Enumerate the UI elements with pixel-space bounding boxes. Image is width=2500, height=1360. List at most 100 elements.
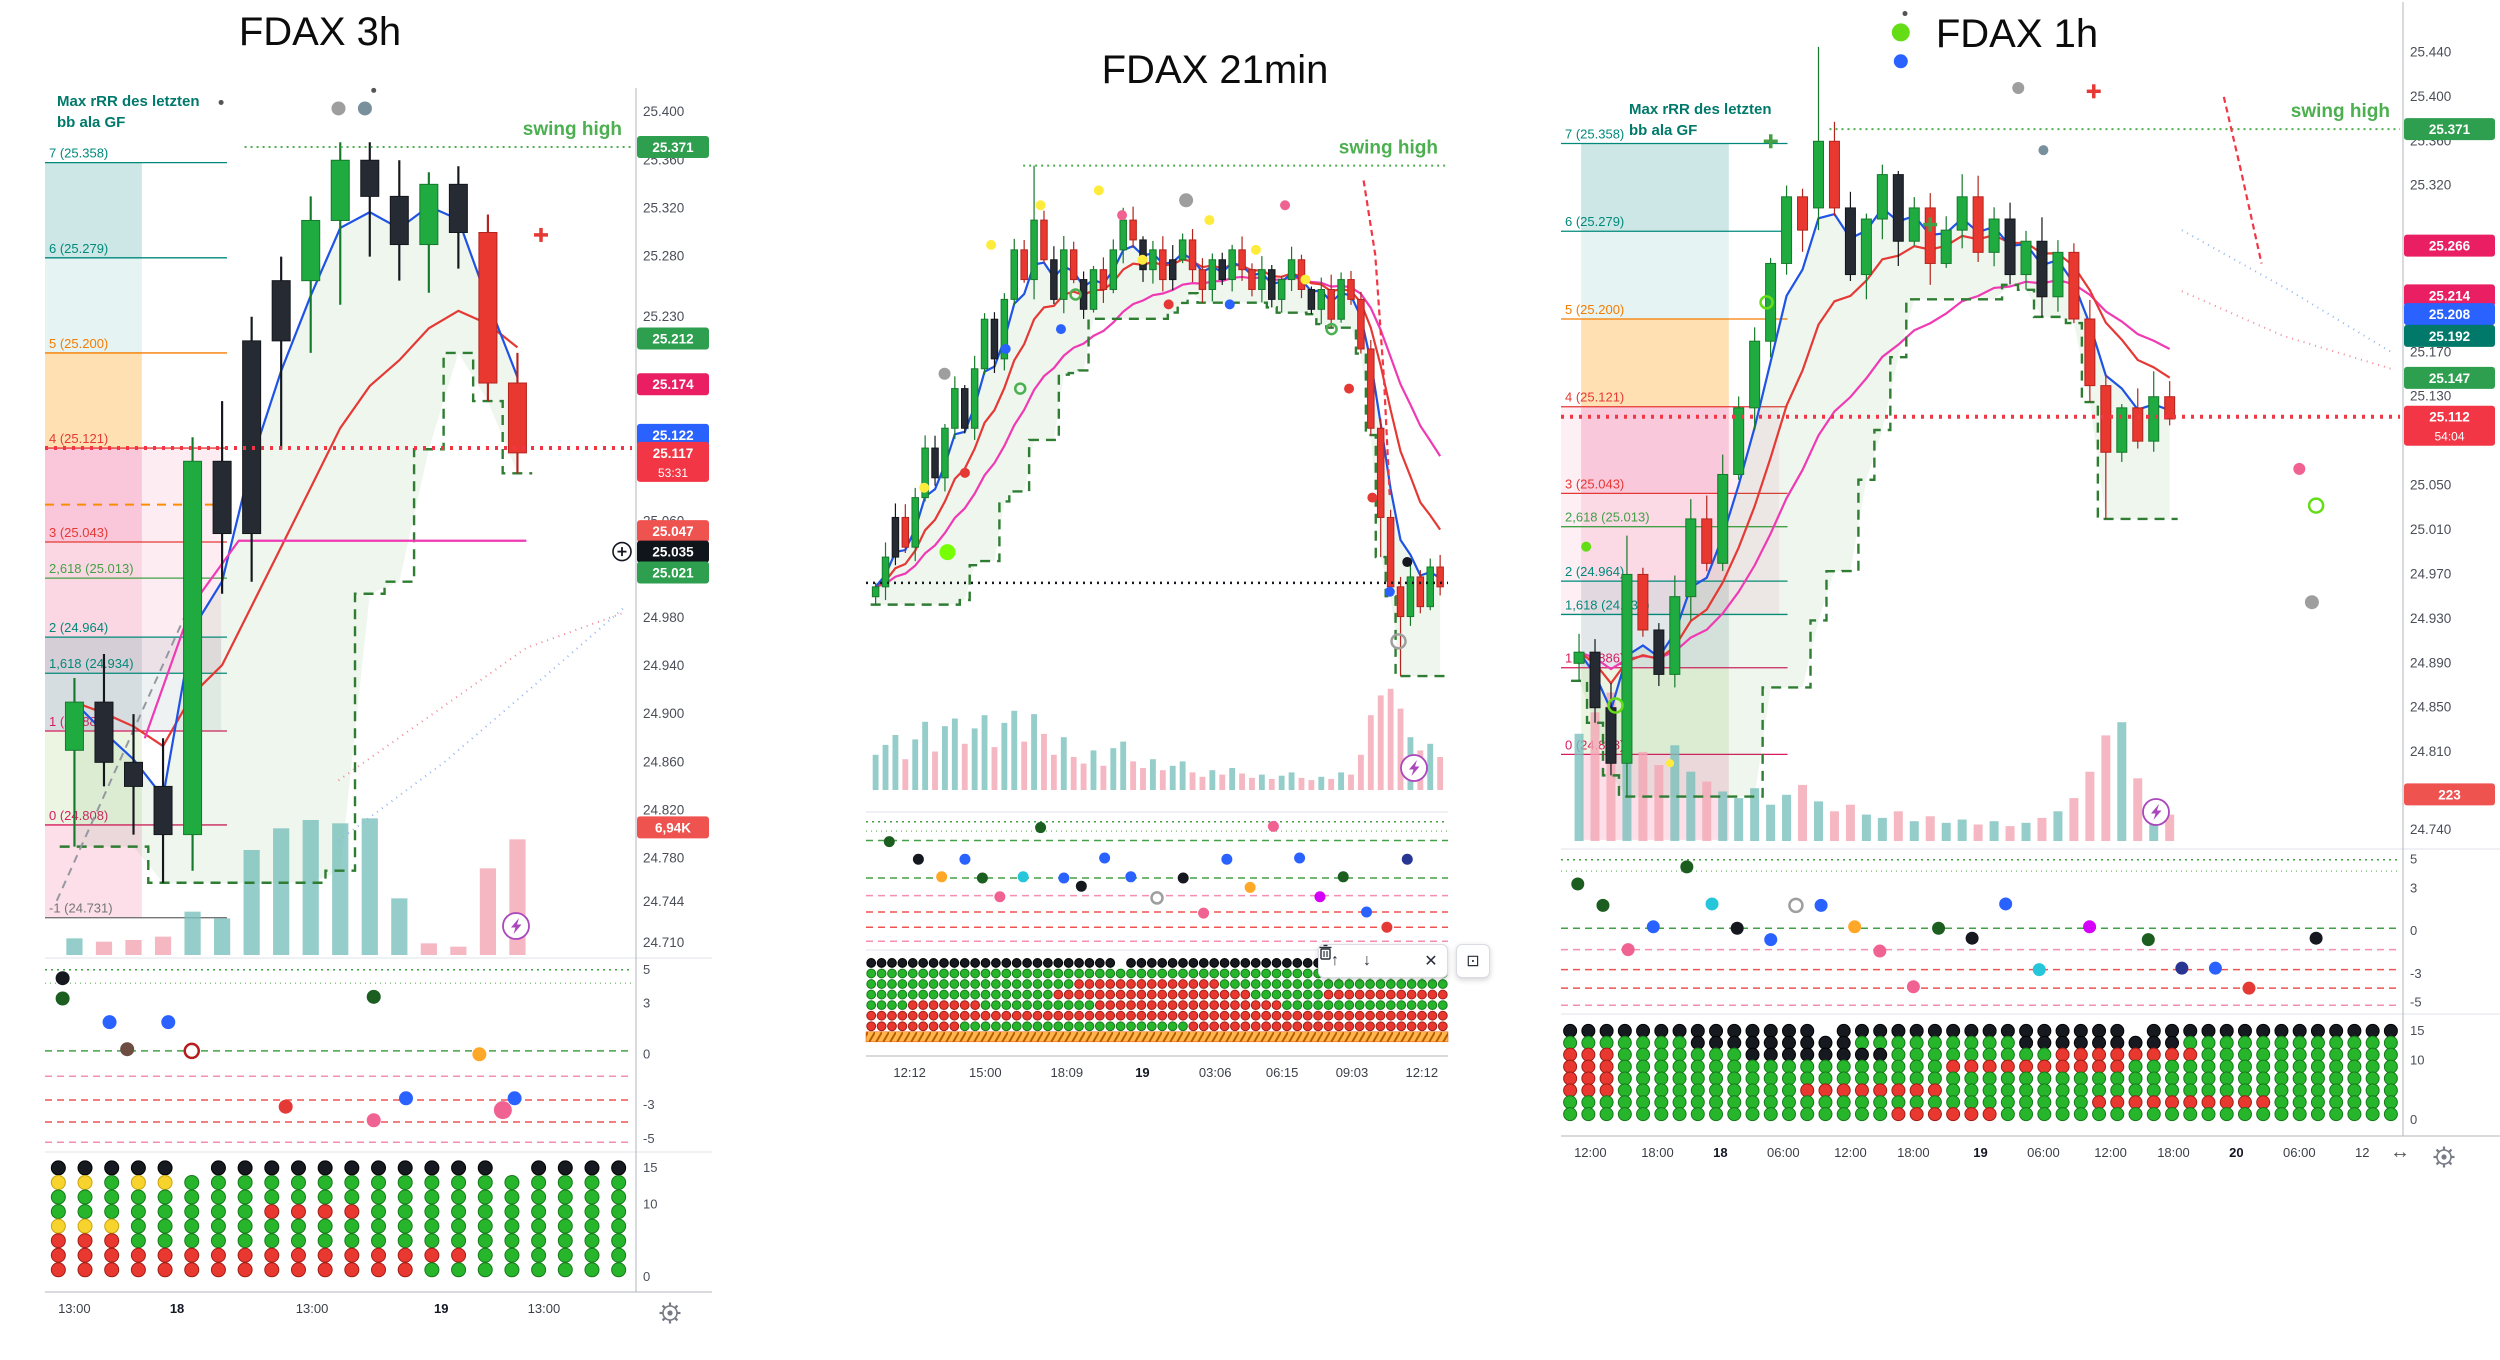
add-alert-plus-icon[interactable] xyxy=(612,541,632,562)
fib-level-label: 1,618 (24.934) xyxy=(49,656,134,671)
matrix-tick-label: 15 xyxy=(643,1160,657,1175)
price-tick-label: 24.940 xyxy=(643,658,684,673)
screenshot-button[interactable]: ⊡ xyxy=(1457,945,1489,977)
price-tick-label: 24.740 xyxy=(2410,822,2451,837)
instant-trade-lightning-icon[interactable] xyxy=(2142,798,2170,826)
price-tick-label: 24.780 xyxy=(643,851,684,866)
fib-level-label: 2,618 (25.013) xyxy=(1565,510,1650,525)
price-badge xyxy=(637,327,709,350)
price-tick-label: 24.810 xyxy=(2410,744,2451,759)
price-badge-label: 25.214 xyxy=(2429,288,2471,303)
fib-level-label: 7 (25.358) xyxy=(1565,127,1624,142)
dot-matrix-panel xyxy=(1563,1023,2398,1122)
matrix-tick-label: 10 xyxy=(643,1196,657,1211)
trailing-stop-line xyxy=(870,292,1446,678)
time-tick-label: 06:15 xyxy=(1266,1065,1299,1080)
fib-level-label: 3 (25.043) xyxy=(49,525,108,540)
drawing-toolbar-extra: ⊡ xyxy=(1456,944,1490,978)
price-badge-label: 25.112 xyxy=(2429,410,2470,425)
price-tick-label: 25.130 xyxy=(2410,389,2451,404)
instant-trade-lightning-icon[interactable] xyxy=(1400,754,1428,782)
price-badge xyxy=(637,373,709,396)
oscillator-tick-label: -5 xyxy=(2410,994,2422,1009)
marker-down-button[interactable]: ↓ xyxy=(1351,945,1383,977)
candlestick-series xyxy=(1573,46,2176,797)
panel-title-fdax-21min: FDAX 21min xyxy=(1101,48,1329,92)
price-tick-label: 24.860 xyxy=(643,754,684,769)
oscillator-tick-label: 3 xyxy=(643,996,650,1011)
dot-matrix-panel xyxy=(50,1160,627,1278)
price-tick-label: 25.230 xyxy=(643,309,684,324)
price-badge-label: 25.174 xyxy=(652,377,694,392)
oscillator-tick-label: 3 xyxy=(2410,880,2417,895)
time-tick-label: 06:00 xyxy=(2283,1145,2316,1160)
chart-panel-fdax-21min: swing high 12:12 15:00 18:09 19 03:06 06:15 09:… xyxy=(865,138,1449,1084)
rrr-band xyxy=(45,162,142,918)
price-tick-label: 24.710 xyxy=(643,935,684,950)
signal-markers xyxy=(1581,11,2325,768)
time-tick-label: 12:00 xyxy=(2094,1145,2127,1160)
price-badge-label: 223 xyxy=(2438,787,2461,802)
time-scale-drag-area[interactable] xyxy=(45,1292,712,1320)
panel-title-fdax-1h: FDAX 1h xyxy=(1935,12,2099,56)
price-scale: 25.44025.40025.36025.32025.17025.13025.0… xyxy=(2402,2,2500,1136)
swing-high-label: swing high xyxy=(2291,101,2390,122)
time-tick-label: 19 xyxy=(434,1301,448,1316)
price-badge xyxy=(637,816,709,839)
price-badge-label: 25.021 xyxy=(652,565,694,580)
fib-level-label: 4 (25.121) xyxy=(1565,390,1624,405)
price-tick-label: 25.400 xyxy=(2410,89,2451,104)
matrix-tick-label: 10 xyxy=(2410,1053,2424,1068)
price-badge xyxy=(2404,366,2495,389)
price-tick-label: 24.900 xyxy=(643,706,684,721)
price-badge xyxy=(637,520,709,543)
time-tick-label: 12:12 xyxy=(1406,1065,1439,1080)
price-tick-label: 25.170 xyxy=(2410,344,2451,359)
price-badge-label: 25.047 xyxy=(652,524,693,539)
time-tick-label: 18:00 xyxy=(2157,1145,2190,1160)
price-tick-label: 25.050 xyxy=(2410,478,2451,493)
time-tick-label: 19 xyxy=(1135,1065,1149,1080)
time-tick-label: 12:00 xyxy=(1834,1145,1867,1160)
price-badge-label: 6,94K xyxy=(655,820,691,835)
price-badge xyxy=(637,136,709,159)
gray-trend-dash xyxy=(55,587,199,902)
fib-level-label: 7 (25.358) xyxy=(49,146,108,161)
time-scale-drag-area[interactable] xyxy=(866,1056,1448,1084)
time-tick-label: 18 xyxy=(1713,1145,1727,1160)
price-scale-drag-area[interactable] xyxy=(636,88,712,1292)
time-tick-label: 12:00 xyxy=(1574,1145,1607,1160)
instant-trade-lightning-icon[interactable] xyxy=(502,912,530,940)
time-tick-label: 18:00 xyxy=(1897,1145,1930,1160)
close-button[interactable]: ✕ xyxy=(1415,945,1447,977)
trash-icon xyxy=(1319,944,1332,960)
price-tick-label: 25.010 xyxy=(2410,522,2451,537)
matrix-tick-label: 15 xyxy=(2410,1023,2424,1038)
oscillator-tick-label: -3 xyxy=(643,1097,655,1112)
price-badge xyxy=(2404,118,2495,141)
settings-gear-icon[interactable] xyxy=(659,1302,681,1324)
oscillator-tick-label: -3 xyxy=(2410,966,2422,981)
price-badge-label: 25.371 xyxy=(652,140,694,155)
settings-gear-icon[interactable] xyxy=(2433,1146,2455,1168)
time-tick-label: 18:09 xyxy=(1051,1065,1084,1080)
time-scale-drag-area[interactable] xyxy=(1561,1136,2500,1164)
time-tick-label: 18:00 xyxy=(1641,1145,1674,1160)
trash-button[interactable] xyxy=(1319,944,1415,977)
fib-level-label: 1,618 (24.934) xyxy=(1565,597,1650,612)
price-badge-label: 25.147 xyxy=(2429,371,2470,386)
oscillator-dots-panel xyxy=(866,820,1448,943)
time-tick-label: 15:00 xyxy=(969,1065,1002,1080)
price-scale-drag-area[interactable] xyxy=(2403,2,2500,1136)
time-tick-label: 06:00 xyxy=(1767,1145,1800,1160)
fib-level-label: -1 (24.731) xyxy=(49,901,113,916)
time-tick-label: 20 xyxy=(2229,1145,2243,1160)
marker-up-button[interactable]: ↑ xyxy=(1319,945,1351,977)
scroll-to-recent-icon[interactable]: ↔ xyxy=(2390,1141,2410,1163)
matrix-tick-label: 0 xyxy=(2410,1112,2417,1127)
drawing-toolbar-group: ↑ ↓ ✕ xyxy=(1318,944,1448,978)
swing-high-label: swing high xyxy=(1339,138,1438,159)
price-badge-label: 25.266 xyxy=(2429,239,2471,254)
